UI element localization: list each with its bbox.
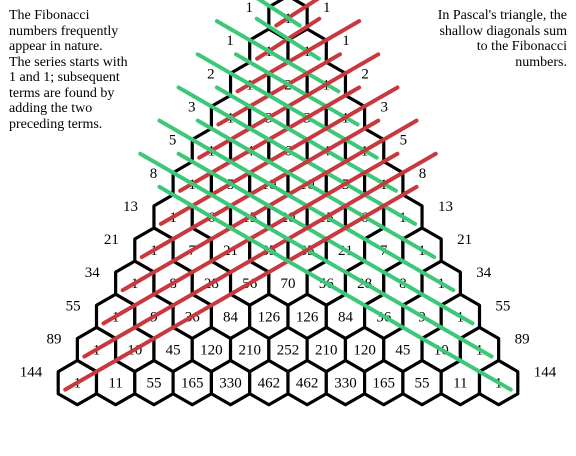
fibonacci-diagonal-red [235,19,362,94]
fibonacci-diagonal-green [176,85,418,226]
fibonacci-label-left: 8 [150,166,158,182]
fibonacci-label-right: 144 [534,365,557,381]
fibonacci-diagonal-green [234,52,360,127]
fibonacci-label-right: 13 [438,199,453,215]
fibonacci-label-left: 3 [188,99,196,115]
fibonacci-label-right: 1 [342,33,350,49]
fibonacci-label-left: 2 [207,66,215,82]
fibonacci-label-right: 2 [361,66,369,82]
note-line: The series starts with [9,54,128,70]
fibonacci-diagonal-red [63,184,419,392]
fibonacci-diagonal-green [256,0,302,28]
fibonacci-diagonal-green [195,118,437,260]
note-line: appear in nature. [9,39,103,54]
fibonacci-label-left: 89 [46,332,61,348]
note-line: In Pascal's triangle, the [437,8,567,23]
pascal-value: 210 [315,343,338,359]
fibonacci-diagonal-red [82,151,438,359]
pascal-value: 165 [373,376,396,392]
note-line: to the Fibonacci [476,39,567,54]
fibonacci-label-right: 89 [515,332,530,348]
fibonacci-note: The Fibonacci numbers frequently appear … [9,8,179,132]
pascal-value: 165 [181,376,204,392]
fibonacci-label-left: 5 [169,133,177,149]
pascal-value: 45 [395,343,410,359]
note-line: preceding terms. [9,116,103,132]
fibonacci-diagonal-green [157,184,513,392]
note-line: numbers. [515,54,567,70]
fibonacci-diagonal-green [138,151,494,359]
pascal-value: 84 [338,309,354,325]
pascal-value: 210 [238,343,261,359]
fibonacci-diagonal-red [158,85,400,226]
pascal-value: 120 [200,343,223,359]
pascal-value: 126 [258,309,281,325]
pascal-value: 45 [166,343,181,359]
diagonal-lines [63,0,513,392]
fibonacci-label-left: 34 [85,265,101,281]
fibonacci-diagonal-red [216,52,342,127]
note-line: 1 and 1; subsequent [9,70,120,85]
fibonacci-label-right: 1 [323,0,331,16]
pascal-value: 55 [146,376,161,392]
fibonacci-label-right: 21 [457,232,472,248]
pascal-value: 330 [219,376,242,392]
fibonacci-label-right: 34 [476,265,492,281]
fibonacci-label-right: 8 [419,166,427,182]
note-line: The Fibonacci [9,8,90,23]
fibonacci-diagonal-red [139,118,381,260]
fibonacci-label-right: 5 [400,133,408,149]
pascal-value: 462 [258,376,281,392]
pascal-value: 330 [334,376,357,392]
pascal-value: 70 [281,276,296,292]
pascal-value: 11 [453,376,467,392]
fibonacci-label-right: 3 [381,99,389,115]
fibonacci-label-left: 1 [245,0,253,16]
fibonacci-label-right: 55 [495,298,510,314]
note-line: shallow diagonals sum [439,23,567,39]
pascal-value: 126 [296,309,319,325]
fibonacci-label-left: 21 [104,232,119,248]
fibonacci-diagonal-green [214,19,341,94]
pascal-value: 11 [108,376,122,392]
fibonacci-label-left: 13 [123,199,138,215]
note-line: numbers frequently [9,23,119,39]
pascal-value: 462 [296,376,319,392]
pascal-value: 120 [353,343,376,359]
pascal-note: In Pascal's triangle, the shallow diagon… [387,8,567,70]
fibonacci-label-left: 55 [66,298,81,314]
note-line: adding the two [9,101,93,116]
fibonacci-label-left: 144 [20,365,43,381]
pascal-value: 84 [223,309,239,325]
fibonacci-label-left: 1 [226,33,234,49]
pascal-value: 55 [415,376,430,392]
note-line: terms are found by [9,85,115,101]
pascal-value: 252 [277,343,300,359]
